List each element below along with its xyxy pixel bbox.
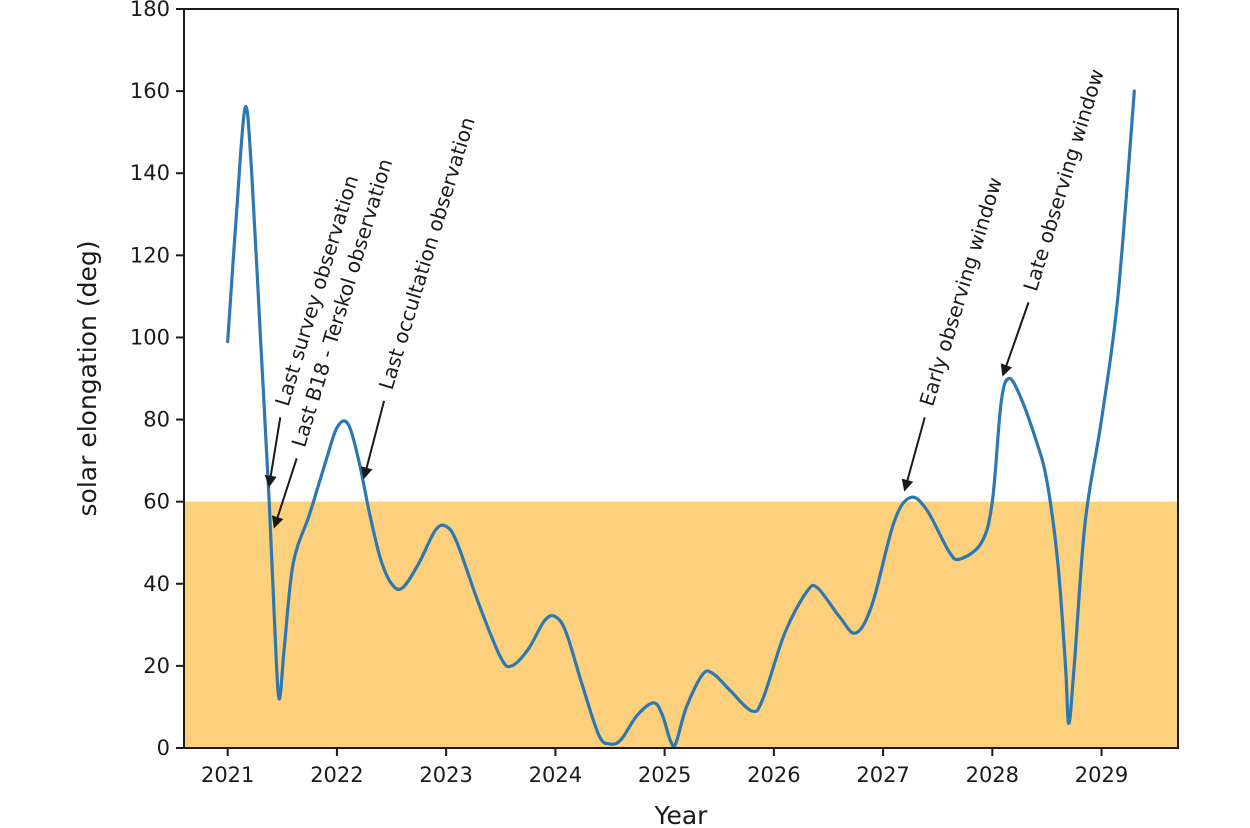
x-tick-label: 2028	[966, 763, 1019, 787]
y-tick-label: 0	[157, 736, 170, 760]
annotation-arrow-2	[360, 400, 386, 480]
y-tick-label: 20	[143, 654, 170, 678]
annotation-label-2: Last occultation observation	[374, 114, 480, 392]
plot-frame	[183, 8, 1179, 749]
annotation-label-3: Early observing window	[915, 174, 1007, 408]
series-line-0	[226, 89, 1136, 748]
x-tick-label: 2027	[856, 763, 909, 787]
y-tick-label: 40	[143, 572, 170, 596]
annotation-arrow-4	[1000, 302, 1030, 377]
annotation-arrow-3	[901, 417, 926, 492]
y-tick-label: 140	[130, 161, 170, 185]
x-ticks: 2021 2022 2023 2024 2025 2026 2027 2028 2029	[201, 748, 1128, 787]
y-tick-label: 120	[130, 243, 170, 267]
annotation-arrow-1	[271, 458, 298, 529]
annotation-label-4: Late observing window	[1018, 66, 1108, 294]
annotation-arrow-0	[264, 417, 282, 488]
y-tick-label: 160	[130, 79, 170, 103]
x-tick-label: 2026	[747, 763, 800, 787]
y-ticks: 0 20 40 60 80 100 120 140 160 180	[130, 0, 184, 760]
y-tick-label: 100	[130, 325, 170, 349]
x-tick-label: 2021	[201, 763, 254, 787]
x-tick-label: 2029	[1075, 763, 1128, 787]
y-tick-label: 180	[130, 0, 170, 21]
data-line-layer	[226, 89, 1136, 748]
y-axis-label: solar elongation (deg)	[73, 241, 102, 517]
x-tick-label: 2024	[529, 763, 582, 787]
x-tick-label: 2023	[419, 763, 472, 787]
x-axis-label: Year	[654, 801, 709, 828]
x-tick-label: 2025	[638, 763, 691, 787]
y-tick-label: 80	[143, 408, 170, 432]
y-tick-label: 60	[143, 490, 170, 514]
shaded-band	[184, 501, 1178, 748]
x-tick-label: 2022	[310, 763, 363, 787]
